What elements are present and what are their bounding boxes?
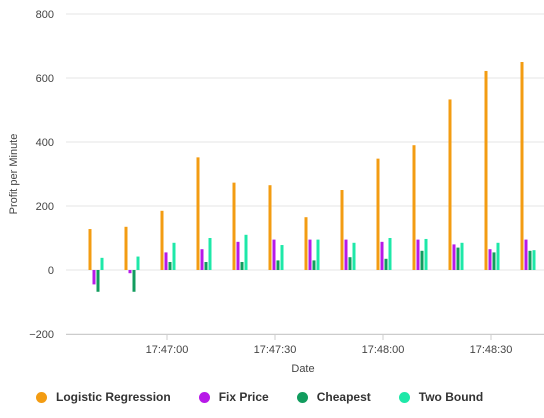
bars <box>88 62 536 292</box>
x-tick-label: 17:48:00 <box>362 344 405 356</box>
bar-fix-price[interactable] <box>488 249 492 270</box>
bar-logistic-regression[interactable] <box>196 157 200 270</box>
bar-logistic-regression[interactable] <box>232 182 236 270</box>
legend-marker-two-bound <box>398 391 410 403</box>
bar-fix-price[interactable] <box>128 270 132 274</box>
bar-logistic-regression[interactable] <box>484 70 488 271</box>
x-tick-label: 17:47:30 <box>254 344 297 356</box>
bar-logistic-regression[interactable] <box>412 145 416 270</box>
legend-label: Fix Price <box>218 390 269 404</box>
bar-logistic-regression[interactable] <box>160 210 164 270</box>
bar-logistic-regression[interactable] <box>88 229 92 270</box>
bar-two-bound[interactable] <box>388 238 392 270</box>
legend-item-two-bound[interactable]: Two Bound <box>398 390 484 404</box>
bar-logistic-regression[interactable] <box>520 62 524 270</box>
bar-cheapest[interactable] <box>384 258 388 270</box>
bar-cheapest[interactable] <box>492 252 496 270</box>
bar-two-bound[interactable] <box>280 245 284 270</box>
legend-label: Logistic Regression <box>56 390 171 404</box>
bar-fix-price[interactable] <box>380 241 384 270</box>
y-axis-title: Profit per Minute <box>8 134 20 215</box>
legend-item-logistic-regression[interactable]: Logistic Regression <box>36 390 171 404</box>
bar-fix-price[interactable] <box>452 244 456 270</box>
bar-cheapest[interactable] <box>96 270 100 292</box>
bar-fix-price[interactable] <box>272 239 276 270</box>
legend-label: Two Bound <box>418 390 484 404</box>
x-tick-label: 17:48:30 <box>470 344 513 356</box>
bar-logistic-regression[interactable] <box>448 99 452 270</box>
bar-fix-price[interactable] <box>164 252 168 270</box>
x-axis-tick-labels: 17:47:00 17:47:30 17:48:00 17:48:30 <box>146 334 513 356</box>
legend-marker-logistic-regression <box>36 391 47 403</box>
bar-cheapest[interactable] <box>168 262 172 270</box>
legend-marker-cheapest <box>296 391 308 403</box>
y-axis-tick-labels: −200 0 200 400 600 800 <box>29 9 54 341</box>
y-tick-label: 0 <box>48 265 54 277</box>
y-tick-label: 400 <box>36 137 54 149</box>
bar-fix-price[interactable] <box>344 239 348 270</box>
bar-logistic-regression[interactable] <box>124 226 128 270</box>
bar-two-bound[interactable] <box>208 238 212 270</box>
bar-cheapest[interactable] <box>276 260 280 270</box>
bar-fix-price[interactable] <box>308 239 312 270</box>
bar-fix-price[interactable] <box>200 249 204 270</box>
legend-label: Cheapest <box>316 390 371 404</box>
legend-item-cheapest[interactable]: Cheapest <box>296 390 371 404</box>
bar-cheapest[interactable] <box>240 262 244 270</box>
x-tick-label: 17:47:00 <box>146 344 189 356</box>
bar-two-bound[interactable] <box>316 239 320 270</box>
legend: Logistic Regression Fix Price Cheapest T… <box>36 390 511 404</box>
grid-lines <box>66 13 544 335</box>
bar-cheapest[interactable] <box>420 250 424 270</box>
bar-two-bound[interactable] <box>424 238 428 270</box>
chart: −200 0 200 400 600 800 17:47:00 17:47:30 17:48:… <box>8 9 544 375</box>
legend-marker-fix-price <box>198 391 210 403</box>
bar-cheapest[interactable] <box>456 247 460 270</box>
x-axis-title: Date <box>291 363 314 375</box>
y-tick-label: 600 <box>36 73 54 85</box>
y-tick-label: 800 <box>36 9 54 21</box>
bar-two-bound[interactable] <box>532 250 536 270</box>
bar-cheapest[interactable] <box>132 270 136 292</box>
bar-fix-price[interactable] <box>416 239 420 270</box>
bar-two-bound[interactable] <box>496 242 500 270</box>
bar-logistic-regression[interactable] <box>340 190 344 270</box>
bar-fix-price[interactable] <box>236 241 240 270</box>
bar-two-bound[interactable] <box>172 242 176 270</box>
y-tick-label: −200 <box>29 329 54 341</box>
bar-two-bound[interactable] <box>136 256 140 270</box>
bar-cheapest[interactable] <box>348 257 352 270</box>
bar-cheapest[interactable] <box>204 262 208 270</box>
bar-cheapest[interactable] <box>312 260 316 270</box>
legend-item-fix-price[interactable]: Fix Price <box>198 390 269 404</box>
bar-two-bound[interactable] <box>460 242 464 270</box>
bar-two-bound[interactable] <box>352 242 356 270</box>
bar-two-bound[interactable] <box>100 257 104 270</box>
y-tick-label: 200 <box>36 201 54 213</box>
bar-cheapest[interactable] <box>528 250 532 270</box>
bar-two-bound[interactable] <box>244 234 248 270</box>
bar-fix-price[interactable] <box>92 270 96 285</box>
bar-logistic-regression[interactable] <box>304 217 308 270</box>
bar-logistic-regression[interactable] <box>268 185 272 270</box>
bar-logistic-regression[interactable] <box>376 158 380 270</box>
bar-fix-price[interactable] <box>524 239 528 270</box>
